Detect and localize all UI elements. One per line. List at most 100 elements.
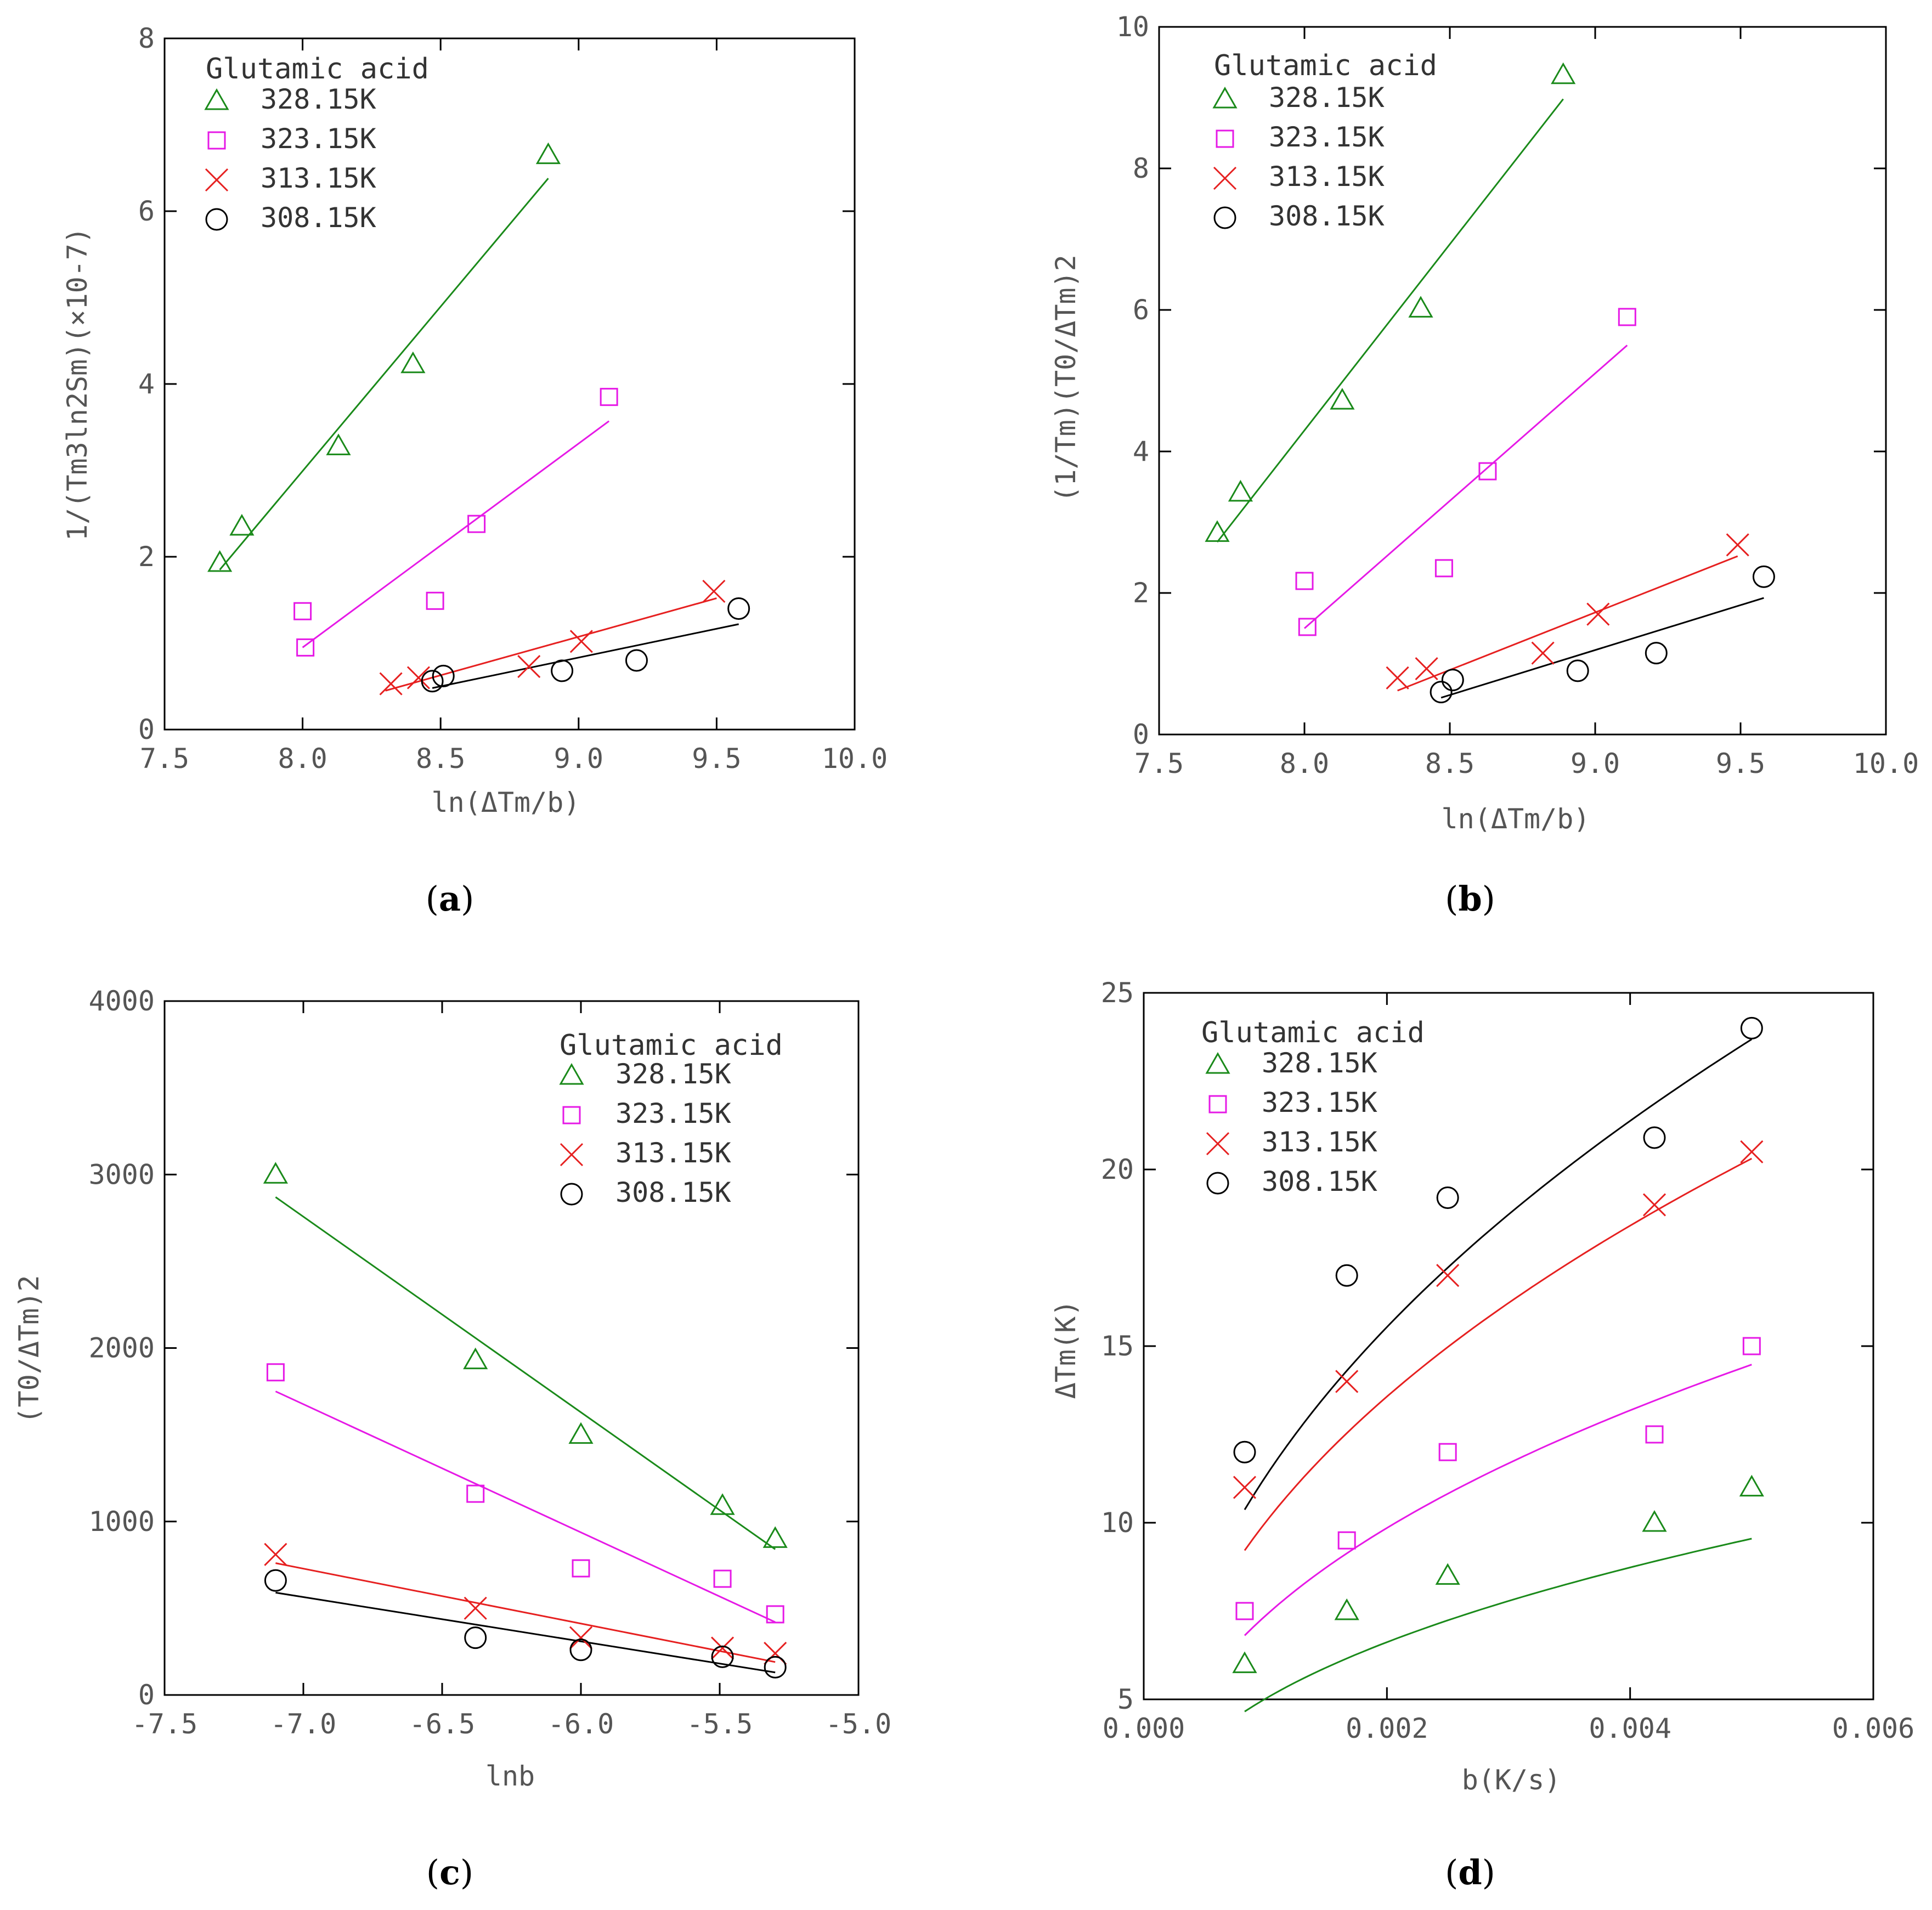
- data-point-323.15K: [572, 1559, 590, 1578]
- data-point-308.15K: [1645, 642, 1668, 665]
- data-point-308.15K: [1441, 669, 1464, 692]
- fit-line-308.15K: [1440, 597, 1764, 699]
- legend-marker-313.15K: [205, 168, 229, 192]
- fit-line-313.15K: [385, 597, 717, 692]
- data-point-308.15K: [1740, 1016, 1763, 1039]
- y-tick-label: 4: [138, 368, 155, 400]
- y-tick-label: 6: [1133, 294, 1149, 326]
- legend-title: Glutamic acid: [560, 1029, 783, 1062]
- x-tick-label: -5.0: [826, 1708, 891, 1740]
- y-tick-label: 5: [1117, 1683, 1134, 1715]
- legend-marker-313.15K: [560, 1143, 584, 1167]
- data-point-313.15K: [1436, 1264, 1460, 1287]
- legend-label: 328.15K: [615, 1058, 731, 1090]
- x-tick-label: -6.0: [548, 1708, 614, 1740]
- data-point-323.15K: [1434, 559, 1453, 578]
- data-point-313.15K: [1642, 1193, 1667, 1217]
- y-tick-label: 8: [138, 22, 155, 54]
- data-point-323.15K: [1295, 572, 1314, 590]
- y-tick-label: 20: [1101, 1154, 1134, 1185]
- legend-label: 313.15K: [261, 162, 376, 194]
- y-axis-title: (1/Tm)(T0/ΔTm)2: [1050, 255, 1082, 502]
- data-point-323.15K: [1742, 1337, 1761, 1355]
- axis-ticks: 7.5 8.0 8.5 9.0 9.5 10.0 0 2 4 6 8: [138, 22, 888, 775]
- y-tick-label: 15: [1101, 1330, 1134, 1362]
- data-point-323.15K: [1478, 462, 1497, 481]
- legend-label: 313.15K: [1262, 1126, 1377, 1158]
- data-point-323.15K: [296, 638, 315, 657]
- data-point-308.15K: [1233, 1440, 1256, 1463]
- data-points: [207, 142, 750, 696]
- panel-b: 7.5 8.0 8.5 9.0 9.5 10.0 0 2 4 6 8 10 Glutamic acid…: [1050, 11, 1919, 919]
- data-point-323.15K: [1337, 1531, 1356, 1550]
- data-point-328.15K: [326, 433, 351, 455]
- data-point-328.15K: [207, 550, 233, 572]
- y-axis-title: (T0/ΔTm)2: [13, 1275, 45, 1424]
- legend-marker-328.15K: [1212, 86, 1238, 109]
- x-tick-label: 7.5: [1134, 748, 1184, 779]
- data-point-323.15K: [766, 1605, 784, 1624]
- legend: 328.15K 323.15K 313.15K 308.15K: [204, 83, 376, 234]
- legend-label: 313.15K: [1269, 161, 1385, 193]
- y-tick-label: 8: [1133, 152, 1149, 184]
- data-point-313.15K: [710, 1636, 735, 1660]
- fit-line-328.15K: [275, 1196, 776, 1550]
- data-point-313.15K: [1233, 1476, 1257, 1499]
- legend-label: 323.15K: [615, 1098, 731, 1129]
- data-point-313.15K: [517, 654, 541, 679]
- data-point-313.15K: [464, 1596, 487, 1620]
- legend-label: 308.15K: [1269, 200, 1385, 232]
- x-tick-label: 0.002: [1346, 1713, 1428, 1744]
- data-point-308.15K: [625, 649, 648, 672]
- x-tick-label: -6.5: [409, 1708, 475, 1740]
- data-point-328.15K: [568, 1422, 594, 1444]
- panel-a: 7.5 8.0 8.5 9.0 9.5 10.0 0 2 4 6 8 Glutamic acid 3…: [61, 22, 888, 919]
- legend-marker-328.15K: [204, 88, 229, 110]
- axis-ticks: 7.5 8.0 8.5 9.0 9.5 10.0 0 2 4 6 8 10: [1116, 11, 1919, 779]
- x-tick-label: 8.0: [1280, 748, 1329, 779]
- data-points: [263, 1162, 788, 1679]
- data-point-313.15K: [379, 672, 403, 696]
- legend-title: Glutamic acid: [1201, 1016, 1425, 1049]
- y-tick-label: 2: [138, 541, 155, 573]
- legend-marker-308.15K: [205, 208, 228, 231]
- data-point-328.15K: [263, 1162, 288, 1184]
- data-point-308.15K: [1566, 659, 1589, 682]
- x-tick-label: 10.0: [822, 743, 888, 775]
- legend-label: 328.15K: [1262, 1047, 1377, 1079]
- data-point-313.15K: [264, 1542, 287, 1566]
- data-point-313.15K: [702, 579, 726, 603]
- legend-label: 308.15K: [261, 202, 376, 234]
- data-point-328.15K: [1435, 1563, 1460, 1585]
- fit-line-328.15K: [1216, 98, 1564, 543]
- fit-line-308.15K: [432, 623, 739, 689]
- data-point-323.15K: [1618, 308, 1636, 326]
- y-tick-label: 0: [138, 1679, 155, 1711]
- data-point-328.15K: [762, 1526, 788, 1548]
- x-tick-label: 8.5: [1425, 748, 1475, 779]
- legend-marker-323.15K: [1208, 1095, 1227, 1114]
- panel-label: (b): [1445, 879, 1495, 919]
- legend-marker-313.15K: [1206, 1132, 1230, 1156]
- data-point-323.15K: [467, 515, 486, 533]
- fit-curve-313.15K: [1244, 1157, 1752, 1551]
- fit-lines: [275, 1196, 776, 1674]
- legend-label: 328.15K: [261, 83, 376, 115]
- panel-label: (d): [1445, 1852, 1495, 1892]
- legend-title: Glutamic acid: [1214, 49, 1437, 82]
- panel-label: (a): [426, 879, 474, 919]
- y-tick-label: 2000: [89, 1332, 155, 1364]
- legend-marker-308.15K: [1213, 206, 1236, 229]
- y-tick-label: 10: [1101, 1507, 1134, 1539]
- data-point-308.15K: [1430, 681, 1453, 704]
- y-tick-label: 25: [1101, 977, 1134, 1009]
- legend-label: 308.15K: [615, 1177, 731, 1208]
- legend-title: Glutamic acid: [206, 53, 429, 86]
- x-tick-label: 9.0: [554, 743, 603, 775]
- axis-ticks: -7.5 -7.0 -6.5 -6.0 -5.5 -5.0 0 1000 2000 3000 400…: [89, 985, 892, 1740]
- data-point-313.15K: [1531, 641, 1555, 665]
- y-tick-label: 1000: [89, 1506, 155, 1538]
- y-tick-label: 0: [138, 714, 155, 745]
- data-point-308.15K: [1643, 1126, 1666, 1149]
- data-point-323.15K: [713, 1569, 732, 1588]
